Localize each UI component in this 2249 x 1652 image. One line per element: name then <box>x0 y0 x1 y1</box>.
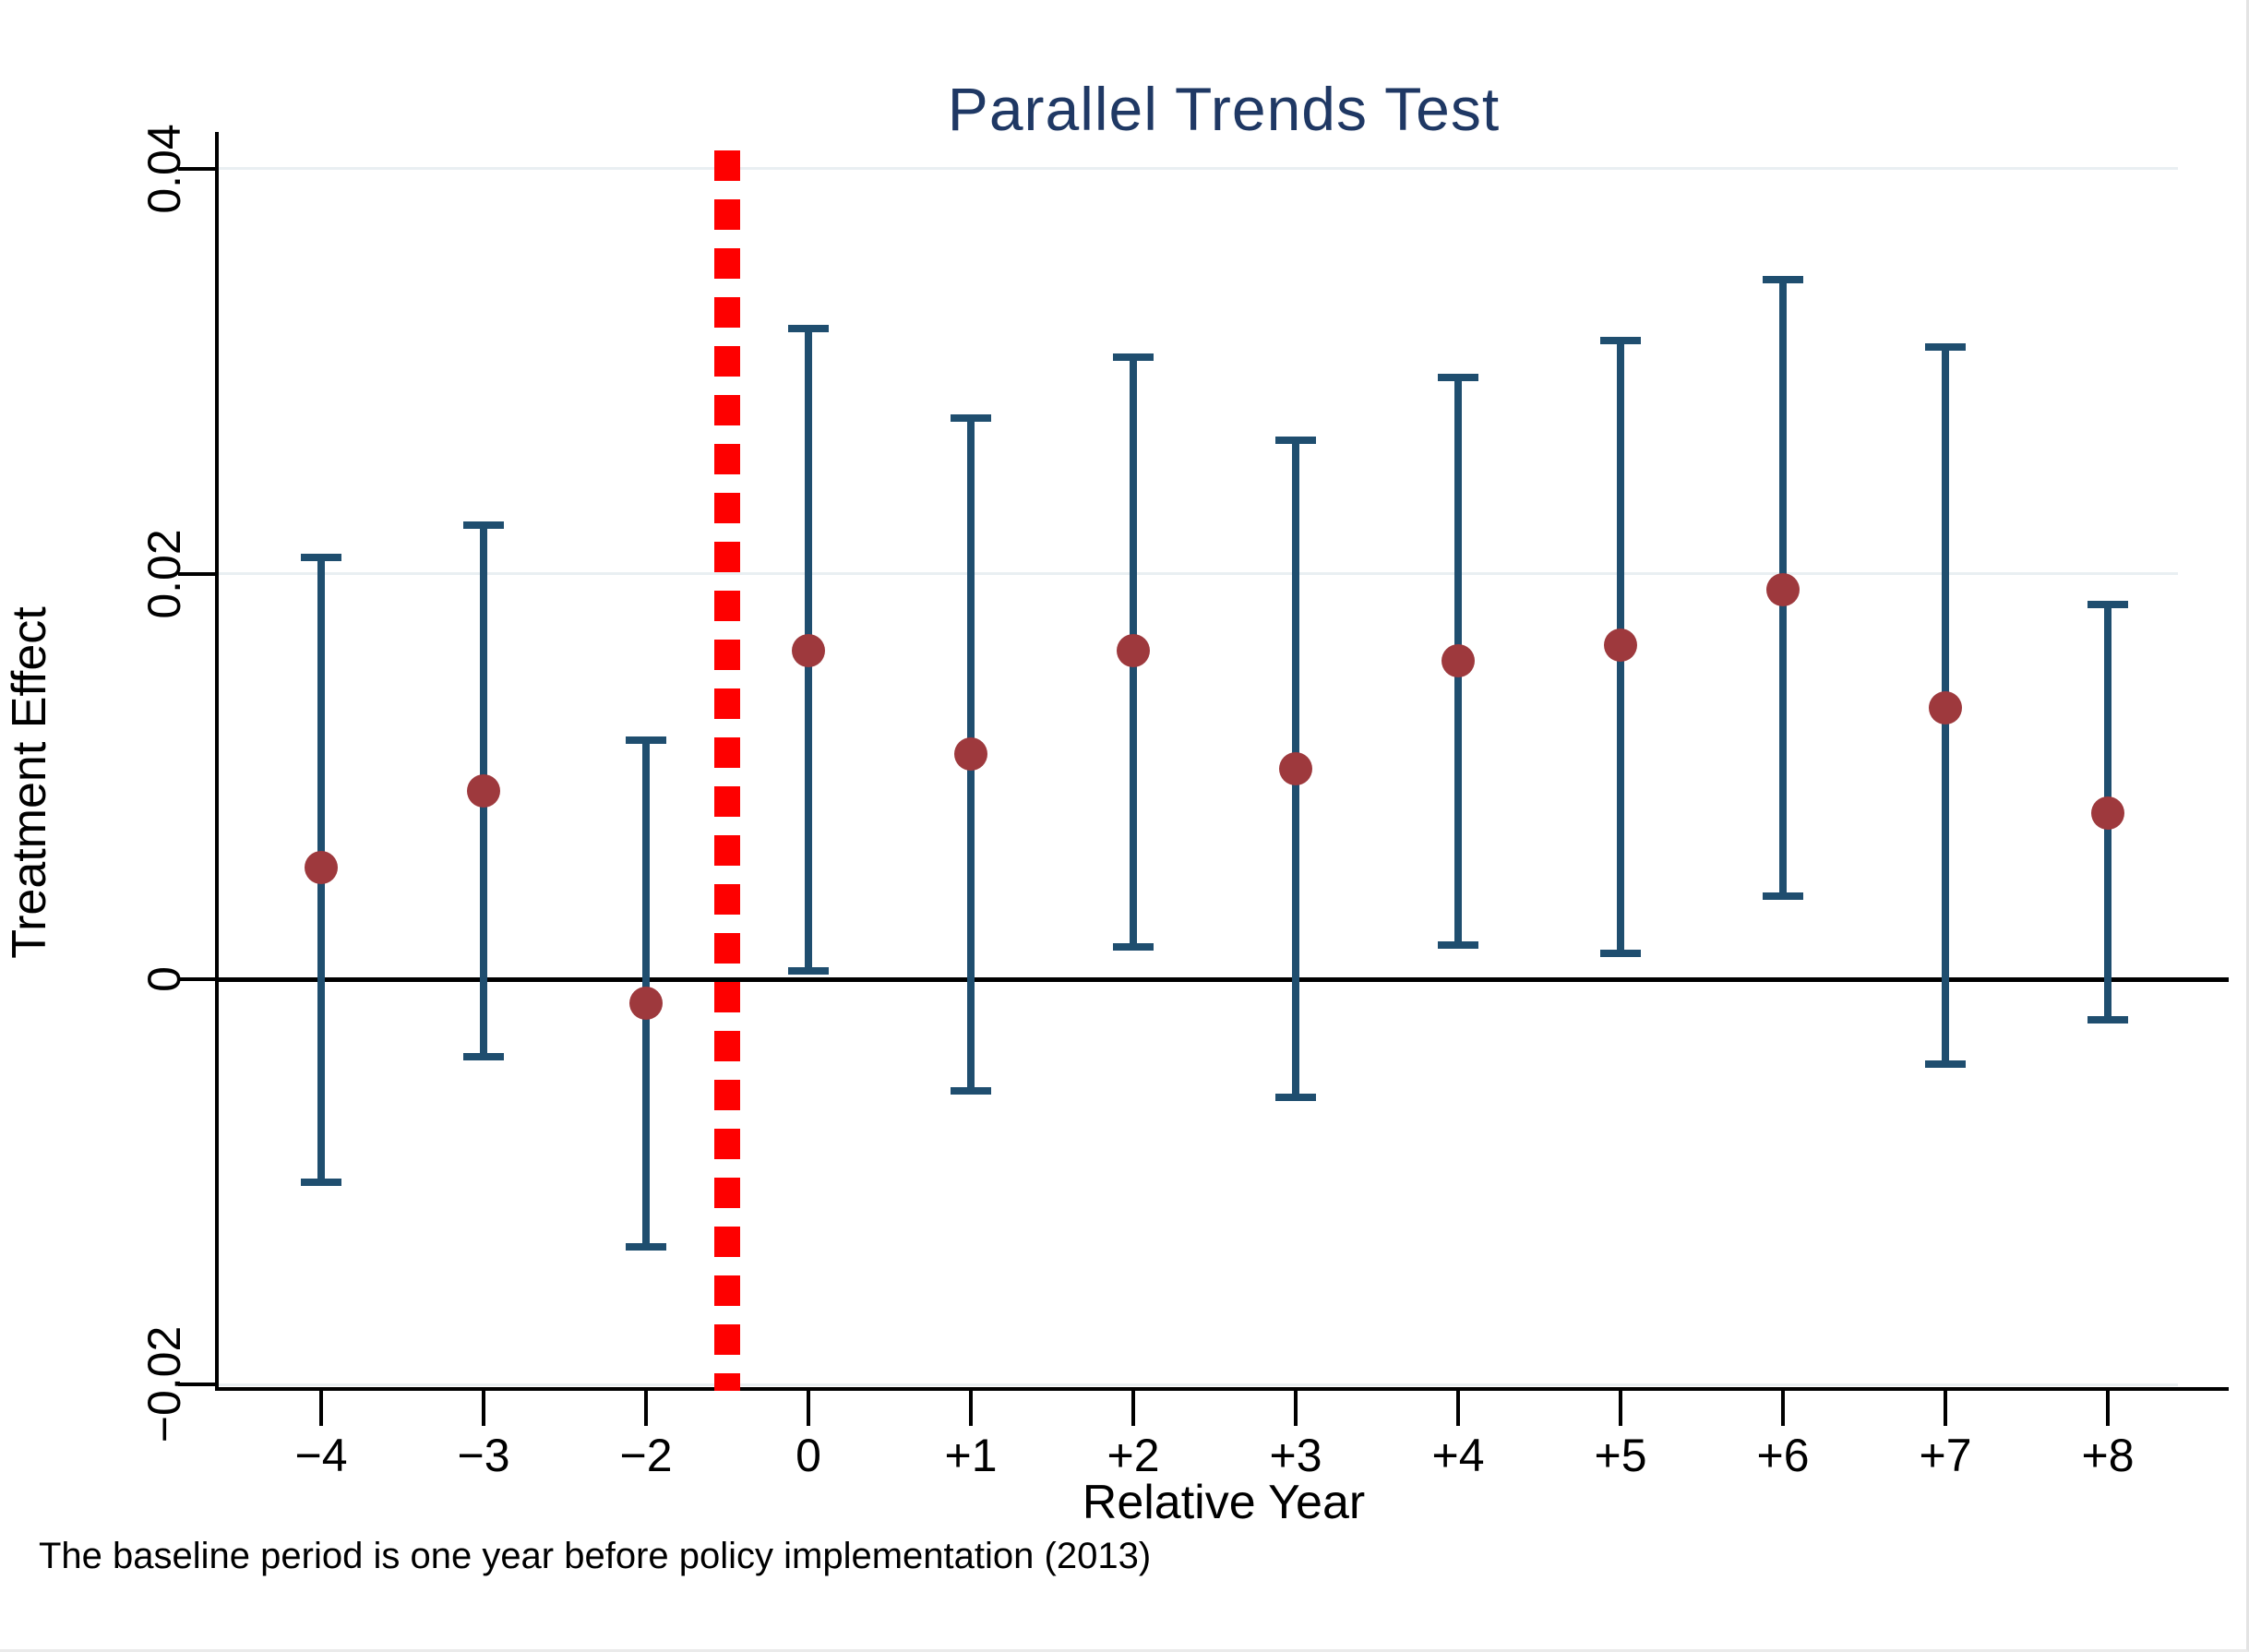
gridline <box>219 1383 2178 1386</box>
x-tick-label: −4 <box>294 1430 348 1481</box>
error-bar-cap-bottom <box>1925 1060 1966 1069</box>
estimate-dot <box>2091 796 2124 830</box>
error-bar-cap-top <box>1438 373 1478 381</box>
x-axis-tick <box>644 1391 648 1426</box>
x-tick-label: +3 <box>1269 1430 1322 1481</box>
x-tick-label: +5 <box>1594 1430 1647 1481</box>
estimate-dot <box>1929 690 1962 724</box>
x-axis-tick <box>1294 1391 1298 1426</box>
error-bar-cap-top <box>788 325 829 333</box>
error-bar-cap-top <box>2088 600 2128 608</box>
error-bar-cap-top <box>1600 337 1641 345</box>
error-bar-cap-bottom <box>463 1052 504 1060</box>
error-bar-cap-bottom <box>301 1178 341 1186</box>
reference-line <box>714 150 740 1391</box>
error-bar-cap-bottom <box>1275 1093 1316 1101</box>
chart-title: Parallel Trends Test <box>947 75 1501 143</box>
x-tick-label: +6 <box>1756 1430 1810 1481</box>
estimate-dot <box>1604 628 1637 662</box>
x-axis-tick <box>1456 1391 1460 1426</box>
y-tick-label: 0 <box>138 966 190 993</box>
estimate-dot <box>467 773 500 808</box>
x-tick-label: +1 <box>944 1430 998 1481</box>
x-tick-label: 0 <box>796 1430 821 1481</box>
error-bar-cap-top <box>951 413 991 422</box>
y-axis-title: Treatment Effect <box>3 606 56 959</box>
error-bar-cap-bottom <box>788 967 829 976</box>
error-bar-cap-bottom <box>1600 949 1641 957</box>
y-tick-label: 0.02 <box>138 529 190 619</box>
plot-area <box>178 132 2229 1426</box>
y-axis-tick <box>178 166 215 171</box>
x-axis-tick <box>1619 1391 1622 1426</box>
error-bar-cap-top <box>626 736 666 744</box>
x-axis-tick <box>1944 1391 1947 1426</box>
x-tick-label: +8 <box>2081 1430 2135 1481</box>
x-axis-tick <box>969 1391 973 1426</box>
y-axis-tick <box>178 571 215 576</box>
estimate-dot <box>792 634 825 668</box>
estimate-dot <box>305 851 338 885</box>
error-bar-cap-bottom <box>626 1243 666 1251</box>
x-axis-tick <box>1131 1391 1135 1426</box>
error-bar-cap-top <box>301 554 341 562</box>
y-axis-tick <box>178 1383 215 1387</box>
x-axis-tick <box>319 1391 323 1426</box>
gridline <box>219 167 2178 171</box>
x-tick-label: −3 <box>457 1430 510 1481</box>
estimate-dot <box>1117 634 1150 668</box>
y-tick-label: 0.04 <box>138 123 190 214</box>
x-axis-tick <box>807 1391 810 1426</box>
zero-line <box>219 976 2229 982</box>
y-axis-tick <box>178 977 215 982</box>
estimate-dot <box>1766 573 1800 607</box>
error-bar-cap-top <box>1113 353 1154 361</box>
error-bar-cap-bottom <box>2088 1016 2128 1024</box>
x-tick-label: +2 <box>1107 1430 1160 1481</box>
error-bar-cap-bottom <box>1763 892 1803 901</box>
error-bar-cap-top <box>1275 436 1316 444</box>
chart-footnote: The baseline period is one year before p… <box>39 1536 1152 1576</box>
x-axis-tick <box>482 1391 485 1426</box>
error-bar-cap-bottom <box>951 1086 991 1095</box>
estimate-dot <box>1442 644 1475 678</box>
y-axis-line <box>215 132 219 1391</box>
gridline <box>219 572 2178 576</box>
estimate-dot <box>954 737 987 772</box>
error-bar-cap-bottom <box>1438 940 1478 949</box>
estimate-dot <box>629 987 663 1021</box>
x-tick-label: +4 <box>1431 1430 1485 1481</box>
estimate-dot <box>1279 751 1312 785</box>
x-axis-tick <box>2106 1391 2110 1426</box>
error-bar-cap-top <box>1763 276 1803 284</box>
x-tick-label: −2 <box>619 1430 673 1481</box>
x-tick-label: +7 <box>1919 1430 1972 1481</box>
y-tick-label: −0.02 <box>138 1326 190 1443</box>
x-axis-line <box>215 1387 2229 1391</box>
x-axis-title: Relative Year <box>1082 1476 1366 1529</box>
error-bar-cap-bottom <box>1113 942 1154 951</box>
error-bar-cap-top <box>463 521 504 530</box>
error-bar-cap-top <box>1925 342 1966 351</box>
x-axis-tick <box>1781 1391 1785 1426</box>
